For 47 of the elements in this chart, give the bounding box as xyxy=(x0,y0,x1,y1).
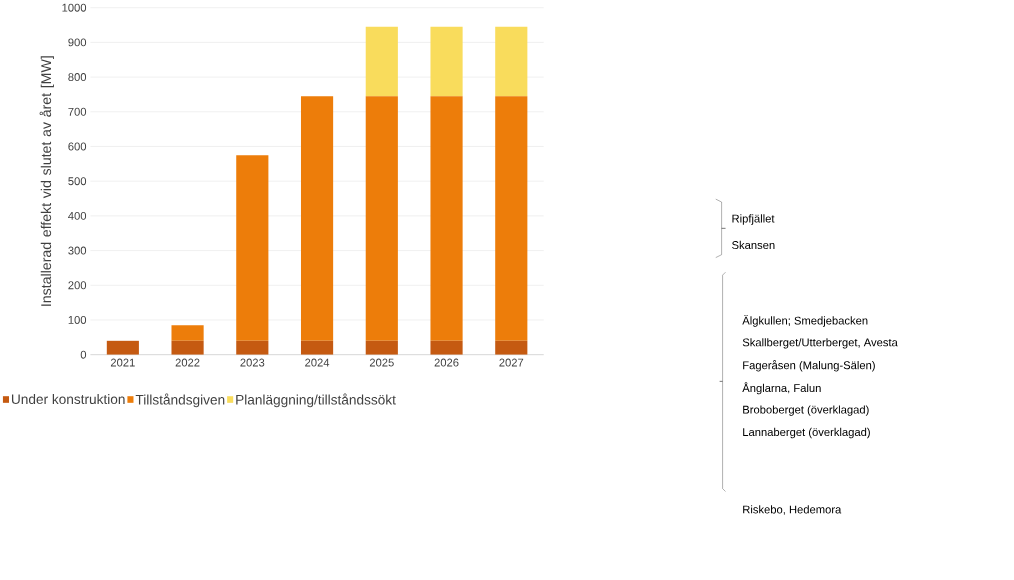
x-tick-label: 2026 xyxy=(434,358,459,367)
x-tick-label: 2025 xyxy=(369,358,394,367)
x-tick-label: 2023 xyxy=(240,358,265,367)
y-tick-label: 1000 xyxy=(62,3,87,12)
bar xyxy=(365,340,398,355)
bar xyxy=(430,96,463,341)
legend-label: Under konstruktion xyxy=(11,393,125,404)
bar xyxy=(236,155,269,341)
bar xyxy=(365,96,398,341)
y-tick-label: 800 xyxy=(68,73,87,81)
bar xyxy=(300,340,334,355)
x-tick-label: 2024 xyxy=(305,358,330,367)
text: Skansen xyxy=(732,240,775,249)
y-axis-title: Installerad effekt vid slutet av året [MW] xyxy=(39,56,54,306)
y-tick-label: 500 xyxy=(68,177,87,186)
text: Älgkullen; Smedjebacken xyxy=(742,315,868,327)
y-tick-label: 100 xyxy=(68,315,87,324)
text: Fageråsen (Malung-Sälen) xyxy=(743,360,875,372)
x-tick-label: 2021 xyxy=(110,358,135,367)
text: Broboberget (överklagad) xyxy=(743,405,869,416)
y-tick-label: 0 xyxy=(80,350,87,359)
bar xyxy=(236,340,269,355)
legend-label: Tillståndsgiven xyxy=(135,393,225,408)
legend-label: Planläggning/tillståndssökt xyxy=(236,393,396,408)
bar xyxy=(300,96,334,341)
y-tick-label: 300 xyxy=(68,246,87,255)
bar xyxy=(495,96,528,341)
text: Skallberget/Utterberget, Avesta xyxy=(742,338,898,349)
y-tick-label: 200 xyxy=(68,281,87,290)
y-tick-label: 900 xyxy=(68,38,87,47)
bar xyxy=(495,340,528,355)
x-tick-label: 2022 xyxy=(175,358,200,367)
y-tick-label: 700 xyxy=(68,107,87,116)
text: Ripfjället xyxy=(732,214,775,225)
bar xyxy=(171,340,204,355)
x-tick-label: 2027 xyxy=(499,358,524,367)
bar xyxy=(495,26,528,97)
text: Ånglarna, Falun xyxy=(742,382,821,395)
text: Riskebo, Hedemora xyxy=(743,505,842,515)
y-tick-label: 600 xyxy=(68,142,87,151)
text: Lannaberget (överklagad) xyxy=(743,427,870,439)
bar xyxy=(106,340,139,355)
y-tick-label: 400 xyxy=(68,211,87,220)
bar xyxy=(171,325,204,341)
bar xyxy=(430,26,463,97)
bar xyxy=(430,340,463,355)
bar xyxy=(365,26,398,97)
